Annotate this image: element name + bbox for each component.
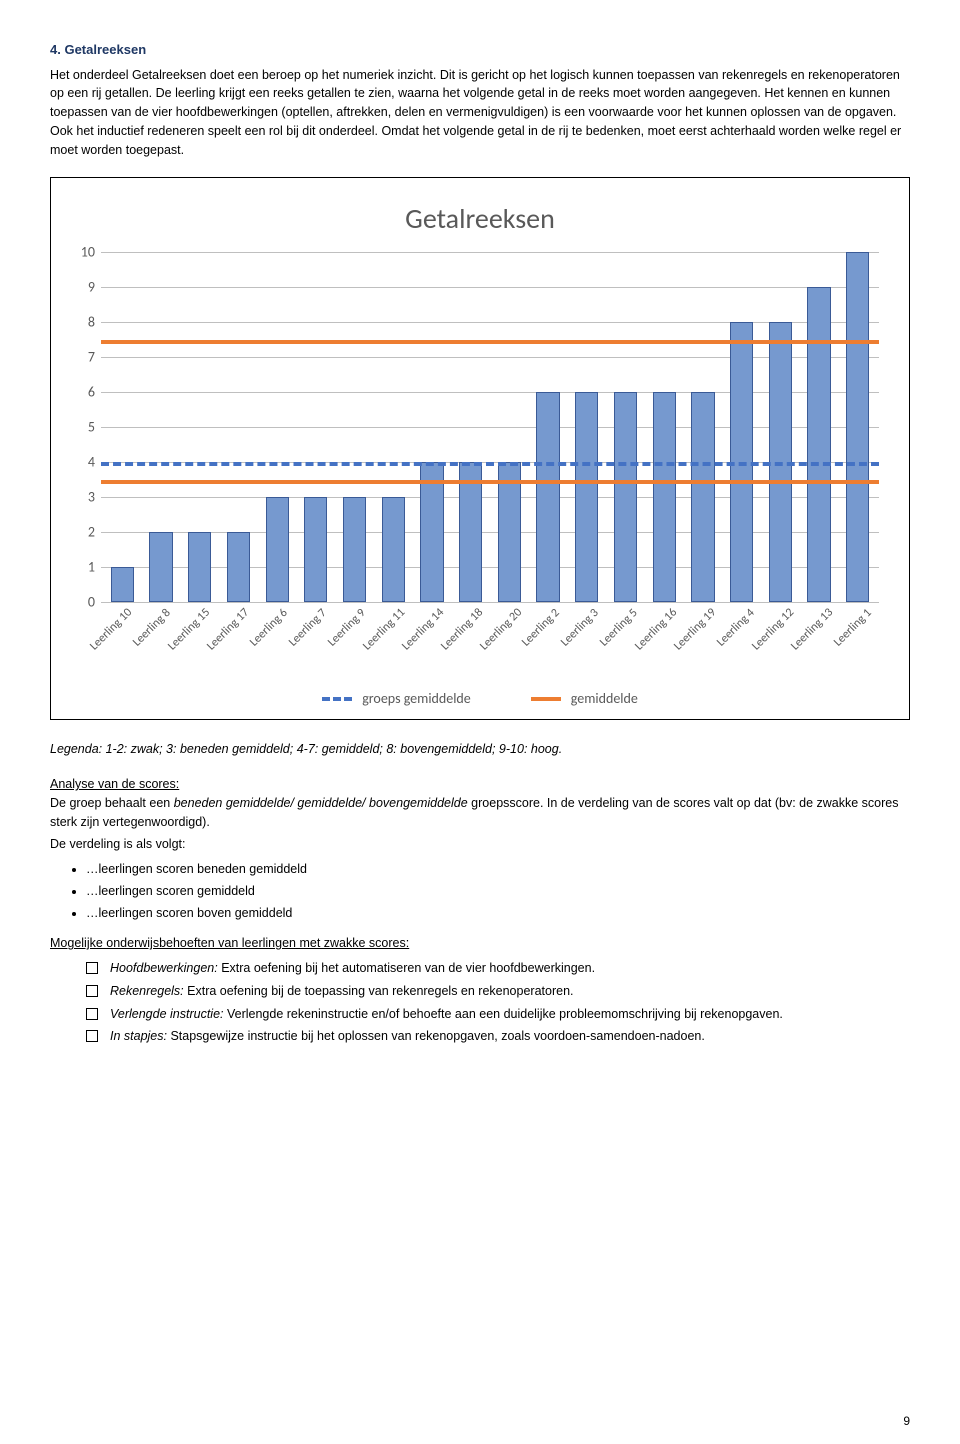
check-text: Extra oefening bij het automatiseren van… [218,961,595,975]
legenda-text: Legenda: 1-2: zwak; 3: beneden gemiddeld… [50,740,910,759]
reference-line [101,340,879,344]
check-label: Hoofdbewerkingen: [110,961,218,975]
check-text: Verlengde rekeninstructie en/of behoefte… [224,1007,783,1021]
bar [614,392,637,602]
bar [653,392,676,602]
bar [227,532,250,602]
legend-gemiddelde: gemiddelde [531,688,638,709]
bar [691,392,714,602]
legend-label-gemiddelde: gemiddelde [571,688,638,709]
bar [266,497,289,602]
y-tick-label: 1 [75,557,95,578]
y-tick-label: 4 [75,452,95,473]
y-tick-label: 0 [75,592,95,613]
y-tick-label: 9 [75,277,95,298]
bar [111,567,134,602]
y-tick-label: 5 [75,417,95,438]
y-tick-label: 6 [75,382,95,403]
legend-label-groeps: groeps gemiddelde [362,688,471,709]
y-tick-label: 2 [75,522,95,543]
check-text: Extra oefening bij de toepassing van rek… [184,984,574,998]
check-label: In stapjes: [110,1029,167,1043]
chart-title: Getalreeksen [71,198,889,240]
check-label: Verlengde instructie: [110,1007,224,1021]
check-label: Rekenregels: [110,984,184,998]
list-item: …leerlingen scoren gemiddeld [86,882,910,901]
check-item: In stapjes: Stapsgewijze instructie bij … [86,1027,910,1046]
analyse-bullets: …leerlingen scoren beneden gemiddeld …le… [50,860,910,922]
bar [149,532,172,602]
reference-line [101,480,879,484]
legend-swatch-dash [322,697,352,701]
y-tick-label: 3 [75,487,95,508]
y-tick-label: 7 [75,347,95,368]
bar [382,497,405,602]
section-paragraph: Het onderdeel Getalreeksen doet een bero… [50,66,910,160]
bar [304,497,327,602]
y-tick-label: 8 [75,312,95,333]
check-item: Verlengde instructie: Verlengde rekenins… [86,1005,910,1024]
list-item: …leerlingen scoren boven gemiddeld [86,904,910,923]
analyse-line2: De verdeling is als volgt: [50,835,910,854]
chart-plot-area: 012345678910 [101,252,879,602]
bar [343,497,366,602]
legend-groepsgemiddelde: groeps gemiddelde [322,688,471,709]
chart-container: Getalreeksen 012345678910 Leerling 10Lee… [50,177,910,720]
analyse-line1: De groep behaalt een beneden gemiddelde/… [50,794,910,832]
bar [536,392,559,602]
behoeften-list: Hoofdbewerkingen: Extra oefening bij het… [86,959,910,1046]
check-text: Stapsgewijze instructie bij het oplossen… [167,1029,705,1043]
bar [575,392,598,602]
bar [188,532,211,602]
reference-line [101,462,879,466]
legend-swatch-solid [531,697,561,701]
list-item: …leerlingen scoren beneden gemiddeld [86,860,910,879]
page-number: 9 [903,1412,910,1430]
chart-legend: groeps gemiddelde gemiddelde [71,688,889,709]
section-number: 4. [50,42,61,57]
y-tick-label: 10 [75,242,95,263]
analyse-heading: Analyse van de scores: [50,775,910,794]
section-title-text: Getalreeksen [64,42,146,57]
chart-x-axis: Leerling 10Leerling 8Leerling 15Leerling… [101,602,879,682]
bar [807,287,830,602]
analyse-italic: beneden gemiddelde/ gemiddelde/ bovengem… [174,796,468,810]
section-heading: 4. Getalreeksen [50,40,910,60]
behoeften-heading: Mogelijke onderwijsbehoeften van leerlin… [50,934,910,953]
bar [846,252,869,602]
check-item: Rekenregels: Extra oefening bij de toepa… [86,982,910,1001]
check-item: Hoofdbewerkingen: Extra oefening bij het… [86,959,910,978]
